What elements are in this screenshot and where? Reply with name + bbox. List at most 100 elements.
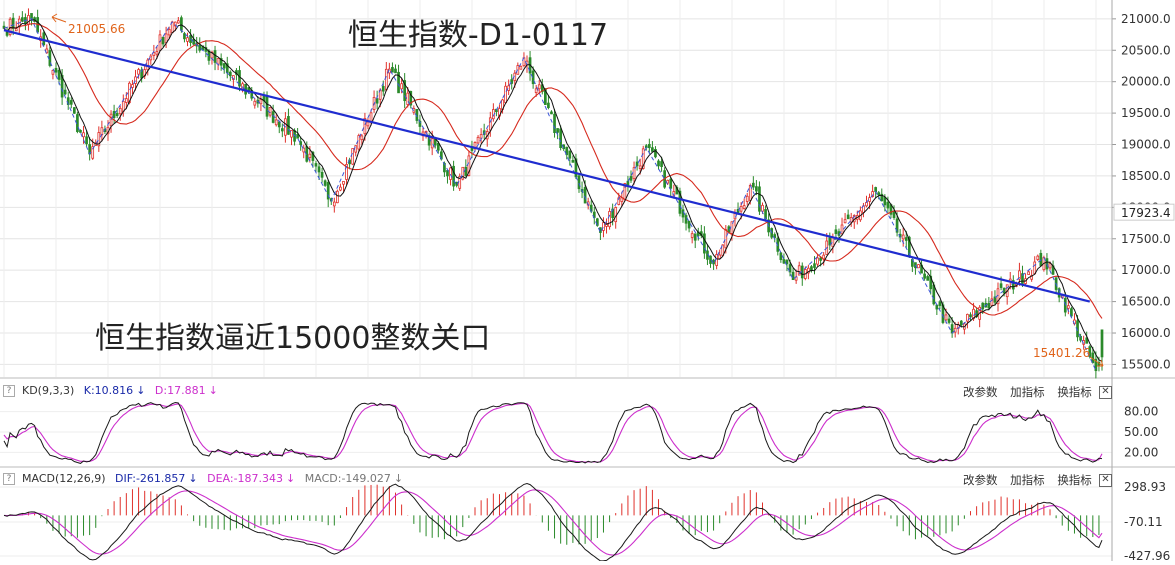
candlestick[interactable]: [85, 136, 88, 145]
candlestick[interactable]: [131, 84, 134, 88]
candlestick[interactable]: [357, 135, 361, 150]
candlestick[interactable]: [568, 150, 572, 159]
candlestick[interactable]: [446, 170, 449, 177]
candlestick[interactable]: [164, 33, 168, 44]
candlestick[interactable]: [969, 314, 972, 318]
candlestick[interactable]: [180, 17, 183, 31]
candlestick[interactable]: [583, 187, 587, 204]
candlestick[interactable]: [519, 65, 523, 70]
macd-add-indicator-button[interactable]: 加指标: [1010, 473, 1045, 487]
candlestick[interactable]: [660, 161, 663, 167]
candlestick[interactable]: [742, 205, 746, 209]
candlestick[interactable]: [222, 63, 226, 69]
candlestick[interactable]: [550, 111, 553, 115]
candlestick[interactable]: [134, 76, 137, 84]
candlestick[interactable]: [366, 121, 370, 127]
kd-change-params-button[interactable]: 改参数: [963, 385, 998, 399]
candlestick[interactable]: [400, 83, 403, 90]
candlestick[interactable]: [758, 186, 761, 212]
candlestick[interactable]: [724, 229, 728, 249]
candlestick[interactable]: [1021, 273, 1024, 284]
candlestick[interactable]: [137, 69, 140, 75]
candlestick[interactable]: [761, 204, 764, 212]
candlestick[interactable]: [238, 70, 241, 87]
candlestick[interactable]: [810, 266, 813, 271]
candlestick[interactable]: [782, 259, 786, 264]
kd-panel[interactable]: 80.00 50.00 20.00: [0, 401, 1158, 464]
candlestick[interactable]: [173, 21, 177, 27]
candlestick[interactable]: [277, 121, 281, 128]
candlestick[interactable]: [654, 148, 657, 158]
candlestick[interactable]: [880, 193, 884, 202]
kd-help-button[interactable]: ?: [3, 385, 15, 397]
candlestick[interactable]: [183, 33, 186, 40]
candlestick[interactable]: [210, 51, 214, 59]
candlestick[interactable]: [947, 318, 951, 323]
candlestick[interactable]: [797, 265, 801, 276]
candlestick[interactable]: [1027, 271, 1030, 275]
candlestick[interactable]: [923, 273, 926, 279]
candlestick[interactable]: [840, 224, 844, 235]
candlestick[interactable]: [317, 166, 321, 173]
candlestick[interactable]: [345, 164, 348, 180]
candlestick[interactable]: [703, 233, 706, 254]
candlestick[interactable]: [666, 179, 670, 184]
candlestick[interactable]: [406, 92, 410, 105]
candlestick[interactable]: [63, 89, 67, 95]
candlestick[interactable]: [1067, 305, 1070, 309]
candlestick[interactable]: [693, 233, 697, 241]
candlestick[interactable]: [314, 163, 318, 167]
candlestick[interactable]: [244, 83, 247, 95]
candlestick[interactable]: [253, 100, 257, 106]
candlestick[interactable]: [553, 113, 556, 133]
candlestick[interactable]: [904, 237, 908, 241]
candlestick[interactable]: [8, 18, 12, 36]
candlestick[interactable]: [363, 118, 367, 135]
candlestick[interactable]: [507, 85, 510, 91]
candlestick[interactable]: [755, 186, 758, 192]
candlestick[interactable]: [124, 98, 128, 103]
trend-line[interactable]: [3, 29, 1091, 303]
candlestick[interactable]: [403, 80, 407, 102]
candlestick[interactable]: [534, 88, 538, 94]
candlestick[interactable]: [966, 313, 969, 322]
candlestick[interactable]: [834, 229, 838, 235]
candlestick[interactable]: [791, 271, 795, 281]
candlestick[interactable]: [280, 128, 284, 132]
candlestick[interactable]: [91, 146, 95, 159]
candlestick[interactable]: [944, 314, 948, 321]
candlestick[interactable]: [391, 67, 394, 73]
candlestick[interactable]: [308, 153, 312, 158]
candlestick[interactable]: [213, 50, 217, 63]
candlestick[interactable]: [571, 160, 575, 163]
candlestick[interactable]: [82, 132, 85, 138]
candlestick[interactable]: [161, 37, 165, 45]
candlestick[interactable]: [186, 37, 189, 42]
candlestick[interactable]: [369, 112, 373, 122]
candlestick[interactable]: [57, 69, 61, 80]
candlestick[interactable]: [917, 264, 920, 269]
candlestick[interactable]: [684, 215, 688, 224]
candlestick[interactable]: [993, 296, 997, 303]
candlestick[interactable]: [813, 263, 816, 268]
candlestick[interactable]: [846, 214, 850, 220]
candlestick[interactable]: [999, 283, 1003, 288]
candlestick[interactable]: [816, 257, 819, 265]
candlestick[interactable]: [565, 146, 569, 156]
candlestick[interactable]: [651, 147, 654, 152]
candlestick[interactable]: [892, 210, 896, 218]
candlestick[interactable]: [342, 181, 345, 185]
candlestick[interactable]: [51, 70, 55, 75]
candlestick[interactable]: [883, 196, 887, 206]
candlestick[interactable]: [690, 233, 694, 238]
price-panel[interactable]: [2, 8, 1104, 379]
candlestick[interactable]: [629, 176, 633, 181]
candlestick[interactable]: [953, 327, 957, 333]
candlestick[interactable]: [268, 107, 272, 116]
candlestick[interactable]: [320, 171, 324, 178]
macd-switch-indicator-button[interactable]: 换指标: [1057, 473, 1092, 487]
candlestick[interactable]: [1091, 352, 1095, 363]
candlestick[interactable]: [360, 135, 364, 141]
macd-panel[interactable]: 298.93 -70.11 -427.96: [0, 480, 1170, 563]
candlestick[interactable]: [785, 259, 789, 265]
